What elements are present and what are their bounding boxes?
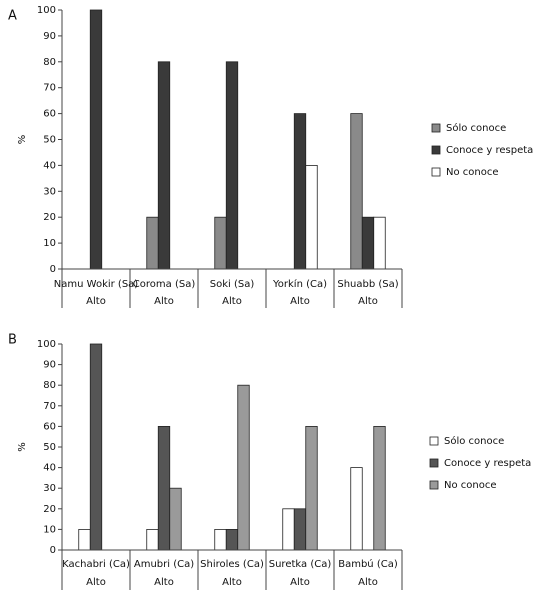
bar [157, 61, 171, 270]
legend-label: Sólo conoce [444, 435, 504, 447]
x-group-label: Alto [154, 296, 174, 307]
x-group-label: Alto [222, 577, 242, 588]
x-tick-label: Shuabb (Sa) [337, 279, 398, 290]
legend-swatch [431, 123, 441, 133]
y-tick-label: 90 [43, 31, 56, 42]
bar [361, 216, 375, 270]
bar [89, 343, 103, 551]
y-tick-label: 80 [43, 57, 56, 68]
panel-label: A [8, 9, 17, 24]
y-tick-label: 30 [43, 483, 56, 494]
y-tick-label: 40 [43, 463, 56, 474]
legend-label: No conoce [446, 167, 499, 178]
legend-label: No conoce [444, 480, 497, 491]
legend-swatch [431, 145, 441, 155]
bar [146, 216, 159, 270]
y-tick-label: 90 [43, 360, 56, 371]
bar [305, 164, 318, 270]
bar [146, 529, 159, 551]
x-group-label: Alto [290, 296, 310, 307]
bar [237, 384, 250, 551]
bar [350, 113, 363, 270]
legend-swatch [429, 436, 439, 446]
x-tick-label: Coroma (Sa) [133, 279, 196, 290]
x-tick-label: Kachabri (Ca) [62, 559, 130, 570]
x-group-label: Alto [290, 577, 310, 588]
x-tick-label: Amubri (Ca) [134, 559, 194, 570]
legend-swatch [429, 480, 439, 490]
y-tick-label: 10 [43, 524, 56, 535]
y-tick-label: 60 [43, 421, 56, 432]
y-tick-label: 20 [43, 504, 56, 515]
bar [305, 425, 318, 551]
y-tick-label: 50 [43, 442, 56, 453]
x-tick-label: Bambú (Ca) [338, 558, 398, 570]
y-tick-label: 100 [37, 5, 56, 16]
y-tick-label: 40 [43, 160, 56, 171]
y-tick-label: 100 [37, 339, 56, 350]
bar [225, 529, 239, 551]
y-tick-label: 80 [43, 380, 56, 391]
x-group-label: Alto [86, 296, 106, 307]
bar [89, 9, 103, 270]
x-tick-label: Shiroles (Ca) [200, 559, 264, 570]
y-tick-label: 70 [43, 83, 56, 94]
panel-label: B [8, 333, 17, 348]
y-tick-label: 50 [43, 135, 56, 146]
x-tick-label: Soki (Sa) [210, 279, 255, 290]
bar [282, 508, 295, 551]
y-tick-label: 70 [43, 401, 56, 412]
bar [225, 61, 239, 270]
x-group-label: Alto [358, 577, 378, 588]
bar [350, 467, 363, 551]
bar [78, 529, 91, 551]
bar [214, 529, 227, 551]
bar [293, 508, 307, 551]
x-group-label: Alto [358, 296, 378, 307]
y-tick-label: 30 [43, 186, 56, 197]
x-group-label: Alto [222, 296, 242, 307]
bar [157, 425, 171, 551]
y-tick-label: 10 [43, 238, 56, 249]
legend-label: Sólo conoce [446, 122, 506, 134]
legend-swatch [431, 167, 441, 177]
bar [169, 487, 182, 551]
x-group-label: Alto [154, 577, 174, 588]
y-axis-label: % [17, 135, 28, 145]
legend-swatch [429, 458, 439, 468]
x-group-label: Alto [86, 577, 106, 588]
y-tick-label: 0 [50, 545, 56, 556]
y-axis-label: % [17, 442, 28, 452]
y-tick-label: 20 [43, 212, 56, 223]
y-tick-label: 60 [43, 109, 56, 120]
x-tick-label: Suretka (Ca) [269, 559, 332, 570]
legend-label: Conoce y respeta [444, 458, 531, 469]
legend-label: Conoce y respeta [446, 145, 533, 156]
x-tick-label: Yorkín (Ca) [272, 278, 327, 290]
bar [373, 216, 386, 270]
bar [373, 425, 386, 551]
bar [214, 216, 227, 270]
y-tick-label: 0 [50, 264, 56, 275]
x-tick-label: Namu Wokir (Sa) [54, 279, 139, 290]
bar [293, 113, 307, 270]
